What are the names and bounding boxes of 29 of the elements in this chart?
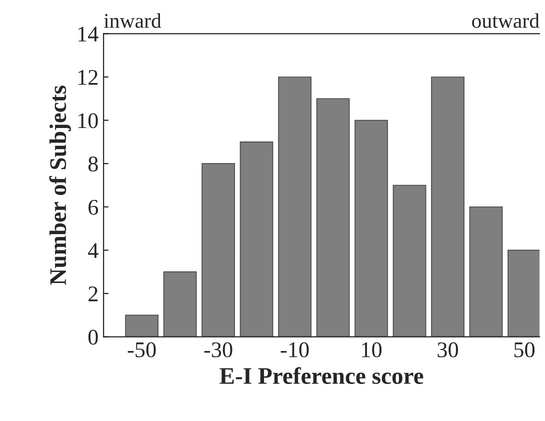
x-tick-label: 10 <box>362 342 382 358</box>
x-tick-label: 30 <box>438 342 458 358</box>
y-tick-label: 12 <box>78 70 98 85</box>
y-axis-title: Number of Subjects <box>49 86 71 285</box>
y-tick-label: 14 <box>78 26 98 42</box>
x-tick-label: -50 <box>128 342 156 358</box>
y-tick-label: 8 <box>88 156 98 172</box>
bar <box>354 120 388 337</box>
x-tick-label: -10 <box>280 342 309 358</box>
y-tick-label: 4 <box>88 243 98 258</box>
bar <box>278 76 312 337</box>
bar <box>431 76 464 337</box>
y-tick-label: 10 <box>78 113 98 128</box>
y-tick-label: 6 <box>88 200 98 215</box>
y-tick-label: 0 <box>88 330 98 345</box>
bar <box>392 184 426 337</box>
bar <box>163 271 197 337</box>
text: outward <box>472 13 540 28</box>
x-tick-label: -30 <box>204 342 232 358</box>
bar <box>240 142 274 337</box>
bar <box>316 98 350 337</box>
y-tick-label: 2 <box>88 286 98 302</box>
x-axis-title: E-I Preference score <box>220 367 424 384</box>
bar <box>202 163 235 337</box>
text: inward <box>104 13 162 28</box>
bar <box>508 250 540 337</box>
bar <box>125 314 158 337</box>
x-tick-label: 50 <box>514 342 535 358</box>
bar <box>469 206 503 337</box>
